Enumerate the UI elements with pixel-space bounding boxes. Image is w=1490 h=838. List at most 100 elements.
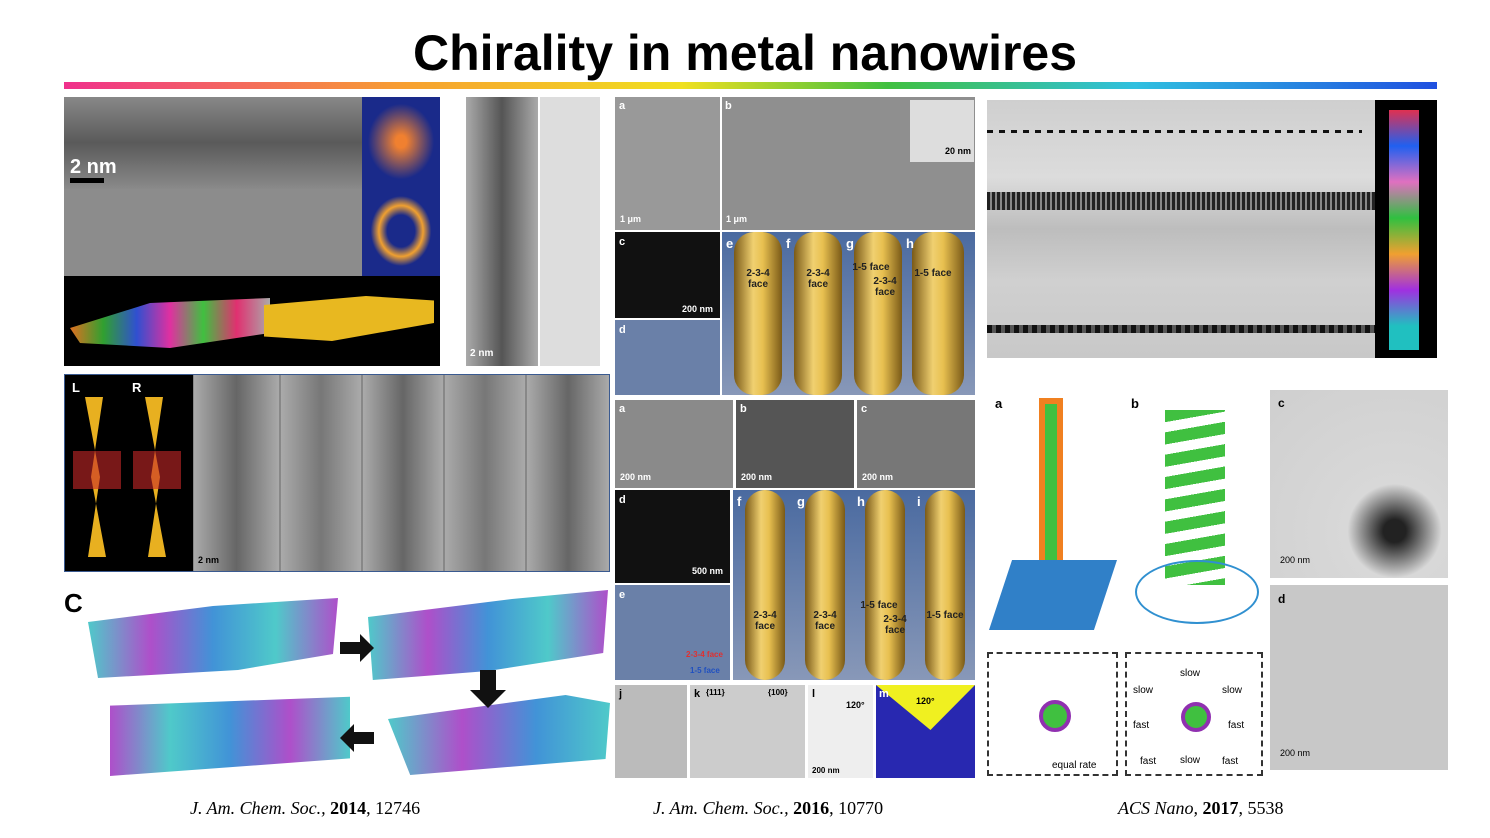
scale-label: 200 nm bbox=[620, 472, 652, 482]
panel-label: f bbox=[737, 494, 742, 509]
scale-label: 200 nm bbox=[741, 472, 773, 482]
panel-label: e bbox=[726, 236, 734, 251]
face-label: 2-3-4 face bbox=[806, 268, 830, 290]
scale-label: 1 μm bbox=[620, 214, 642, 224]
facet-label: {111} bbox=[706, 688, 725, 697]
growth-diagram bbox=[1125, 390, 1265, 778]
scale-label: 200 nm bbox=[812, 766, 840, 775]
sem bbox=[615, 400, 733, 488]
panel-label: a bbox=[619, 100, 626, 112]
sem bbox=[615, 490, 730, 583]
panel-label: h bbox=[906, 236, 914, 251]
scale-label: 2 nm bbox=[198, 555, 220, 565]
sem bbox=[615, 232, 720, 318]
face-label: 1-5 face bbox=[914, 268, 952, 279]
model bbox=[690, 685, 805, 778]
rate-label: fast bbox=[1222, 756, 1239, 767]
sem bbox=[615, 97, 720, 230]
fft bbox=[362, 186, 440, 276]
slide-title: Chirality in metal nanowires bbox=[412, 25, 1078, 81]
scale-label: 200 nm bbox=[1280, 555, 1311, 565]
panel-label: d bbox=[1278, 592, 1286, 606]
rate-label: fast bbox=[1133, 720, 1150, 731]
facet-label: {100} bbox=[768, 688, 788, 697]
tem-simulation bbox=[540, 97, 600, 366]
sem-inset bbox=[910, 100, 974, 162]
year: 2016 bbox=[793, 798, 830, 818]
render bbox=[722, 232, 975, 395]
tem-image bbox=[64, 97, 362, 189]
face-label: 2-3-4 face bbox=[813, 610, 837, 632]
fft bbox=[362, 97, 440, 186]
panel-label: j bbox=[619, 688, 623, 700]
sem bbox=[857, 400, 975, 488]
panel-label: d bbox=[619, 324, 626, 336]
journal: J. Am. Chem. Soc., bbox=[190, 798, 326, 818]
model bbox=[615, 685, 687, 778]
citation: J. Am. Chem. Soc., 2016, 10770 bbox=[653, 798, 883, 819]
render bbox=[615, 320, 720, 395]
pages: , 12746 bbox=[366, 798, 421, 818]
panel-label: c bbox=[861, 403, 868, 415]
color-strip bbox=[1375, 100, 1437, 358]
panel-label: l bbox=[812, 688, 816, 700]
model bbox=[876, 685, 975, 778]
tem-series bbox=[64, 374, 610, 572]
panel-label: g bbox=[797, 494, 805, 509]
scale-label: 200 nm bbox=[1280, 748, 1311, 758]
face-label: 1-5 face bbox=[852, 262, 890, 273]
panel-label: k bbox=[694, 688, 701, 700]
scale-label: 500 nm bbox=[692, 566, 724, 576]
panel-label: m bbox=[879, 688, 889, 700]
scale-label: 2 nm bbox=[470, 348, 494, 359]
panel-label: C bbox=[64, 588, 83, 618]
angle-label: 120° bbox=[846, 700, 865, 710]
citation: J. Am. Chem. Soc., 2014, 12746 bbox=[190, 798, 420, 819]
rate-label: slow bbox=[1222, 685, 1243, 696]
tem-filtered bbox=[64, 189, 362, 276]
panel-label: c bbox=[619, 236, 626, 248]
arrows bbox=[340, 634, 506, 752]
rate-label: fast bbox=[1140, 756, 1157, 767]
panel-label: h bbox=[857, 494, 865, 509]
panel-label: b bbox=[725, 100, 732, 112]
face-label: 2-3-4 face bbox=[746, 268, 770, 290]
tem-vertical bbox=[466, 97, 538, 366]
scale-label: 1 μm bbox=[726, 214, 748, 224]
pages: , 10770 bbox=[829, 798, 884, 818]
scale-bar bbox=[70, 178, 104, 183]
year: 2014 bbox=[330, 798, 367, 818]
pages: , 5538 bbox=[1238, 798, 1284, 818]
journal: ACS Nano, bbox=[1118, 798, 1199, 818]
face-label: 2-3-4 face bbox=[753, 610, 777, 632]
panel-label: i bbox=[917, 494, 921, 509]
rainbow-rule bbox=[64, 82, 1437, 89]
panel-label: g bbox=[846, 236, 854, 251]
year: 2017 bbox=[1202, 798, 1239, 818]
sem bbox=[736, 400, 854, 488]
atom-network bbox=[110, 696, 350, 776]
model-strip bbox=[64, 276, 440, 366]
scale-label: 20 nm bbox=[945, 146, 972, 156]
face-label: 2-3-4 face bbox=[873, 276, 897, 298]
journal: J. Am. Chem. Soc., bbox=[653, 798, 789, 818]
render bbox=[615, 585, 730, 680]
panel-label: L bbox=[72, 380, 80, 395]
tem bbox=[808, 685, 873, 778]
rate-label: fast bbox=[1228, 720, 1245, 731]
tem-helices bbox=[987, 100, 1375, 358]
panel-label: d bbox=[619, 494, 626, 506]
rate-label: slow bbox=[1180, 755, 1201, 766]
tem bbox=[1270, 390, 1448, 578]
scale-label: 200 nm bbox=[862, 472, 894, 482]
face-label: 1-5 face bbox=[690, 666, 720, 675]
panel-label: a bbox=[619, 403, 626, 415]
panel-label: a bbox=[995, 396, 1003, 411]
citation: ACS Nano, 2017, 5538 bbox=[1118, 798, 1284, 819]
face-label: 2-3-4 face bbox=[883, 614, 907, 636]
scale-label: 2 nm bbox=[70, 156, 117, 178]
face-label: 2-3-4 face bbox=[686, 650, 723, 659]
face-label: 1-5 face bbox=[860, 600, 898, 611]
growth-diagram bbox=[987, 390, 1120, 778]
